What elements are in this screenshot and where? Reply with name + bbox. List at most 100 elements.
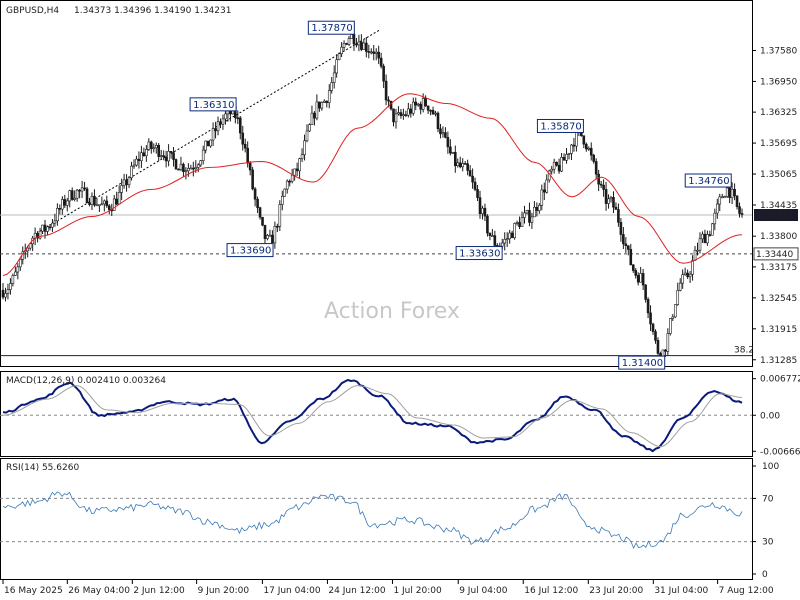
candle-body (478, 197, 482, 214)
candle-body (505, 238, 509, 241)
candle-body (140, 152, 143, 162)
rsi-y-tick-label: 30 (762, 538, 774, 548)
candle-body (196, 164, 200, 168)
candle-body (594, 161, 598, 175)
candle-body (436, 112, 440, 130)
x-axis-label: 17 Jun 04:00 (263, 586, 320, 596)
candle-body (575, 130, 578, 147)
price-callout-box (307, 20, 355, 35)
candle-body (666, 333, 670, 352)
price-y-tick-label: 1.32545 (760, 294, 797, 304)
candle-body (520, 217, 524, 227)
candle-body (243, 143, 247, 149)
candle-body (654, 331, 657, 341)
price-callout-label: 1.36310 (193, 100, 234, 111)
candle-body (248, 162, 252, 171)
candle-body (325, 100, 329, 103)
candle-body (360, 41, 363, 50)
candle-body (117, 192, 121, 205)
x-axis-label: 31 Jul 04:00 (654, 586, 708, 596)
x-axis-label: 9 Jul 04:00 (459, 586, 508, 596)
candle-body (184, 170, 188, 173)
candle-body (399, 112, 403, 117)
candle-body (130, 165, 133, 179)
candle-body (708, 234, 712, 236)
candle-body (587, 147, 591, 150)
candle-body (622, 234, 625, 245)
candle-body (634, 270, 638, 276)
candle-body (597, 173, 600, 185)
candle-body (740, 213, 744, 215)
candle-body (407, 108, 410, 116)
candle-body (330, 82, 334, 91)
candle-body (515, 222, 519, 224)
fib-label: 38.2 (734, 346, 754, 356)
candle-body (644, 284, 647, 300)
candle-body (533, 206, 536, 218)
x-axis-label: 7 Aug 12:00 (719, 586, 774, 596)
candle-body (394, 113, 398, 123)
candle-body (392, 108, 395, 123)
candle-body (582, 135, 586, 145)
candle-body (693, 249, 697, 261)
candle-body (103, 200, 106, 205)
candle-body (691, 260, 694, 275)
rsi-y-tick-label: 100 (762, 462, 779, 472)
candle-body (723, 196, 726, 198)
candle-body (503, 238, 507, 244)
candle-body (713, 212, 717, 225)
candle-body (419, 103, 422, 110)
candle-body (152, 147, 156, 150)
candle-body (335, 59, 338, 74)
candle-body (263, 224, 267, 239)
macd-panel-frame (0, 371, 753, 457)
candle-body (241, 132, 245, 145)
candle-body (16, 266, 20, 273)
candle-body (508, 232, 511, 240)
candle-body (145, 149, 148, 157)
candle-body (132, 164, 136, 167)
candle-body (253, 188, 257, 200)
candle-body (271, 234, 274, 244)
candle-body (26, 247, 30, 252)
price-y-tick-label: 1.33175 (760, 263, 797, 273)
candle-body (671, 316, 675, 319)
candle-body (538, 205, 541, 211)
candle-body (701, 233, 704, 240)
candle-body (192, 167, 195, 170)
candle-body (56, 207, 59, 222)
candle-body (58, 207, 62, 210)
candle-body (384, 80, 388, 101)
candle-body (624, 243, 628, 246)
candle-body (365, 42, 368, 52)
candle-body (560, 157, 563, 172)
candle-body (73, 197, 76, 200)
candle-body (649, 312, 652, 325)
candle-body (14, 271, 17, 276)
candle-body (315, 101, 319, 119)
candle-body (449, 146, 452, 154)
candle-body (310, 112, 314, 125)
candle-body (636, 275, 640, 283)
candle-body (387, 99, 390, 102)
candle-body (268, 234, 272, 237)
candle-body (703, 233, 707, 244)
candle-body (68, 190, 72, 202)
candle-body (61, 199, 64, 210)
candle-body (424, 98, 427, 107)
candle-body (4, 293, 7, 298)
candle-body (421, 98, 425, 110)
candle-body (688, 273, 692, 278)
candle-body (219, 121, 222, 125)
price-y-tick-label: 1.36325 (760, 108, 797, 118)
candle-body (90, 195, 94, 205)
candle-body (278, 204, 282, 227)
candle-body (236, 117, 240, 120)
candle-body (379, 57, 383, 67)
candle-body (377, 51, 380, 59)
price-y-tick-label: 1.31915 (760, 325, 797, 335)
candle-body (159, 155, 163, 157)
candle-body (458, 162, 462, 168)
candle-body (204, 140, 207, 151)
candle-body (261, 216, 264, 226)
